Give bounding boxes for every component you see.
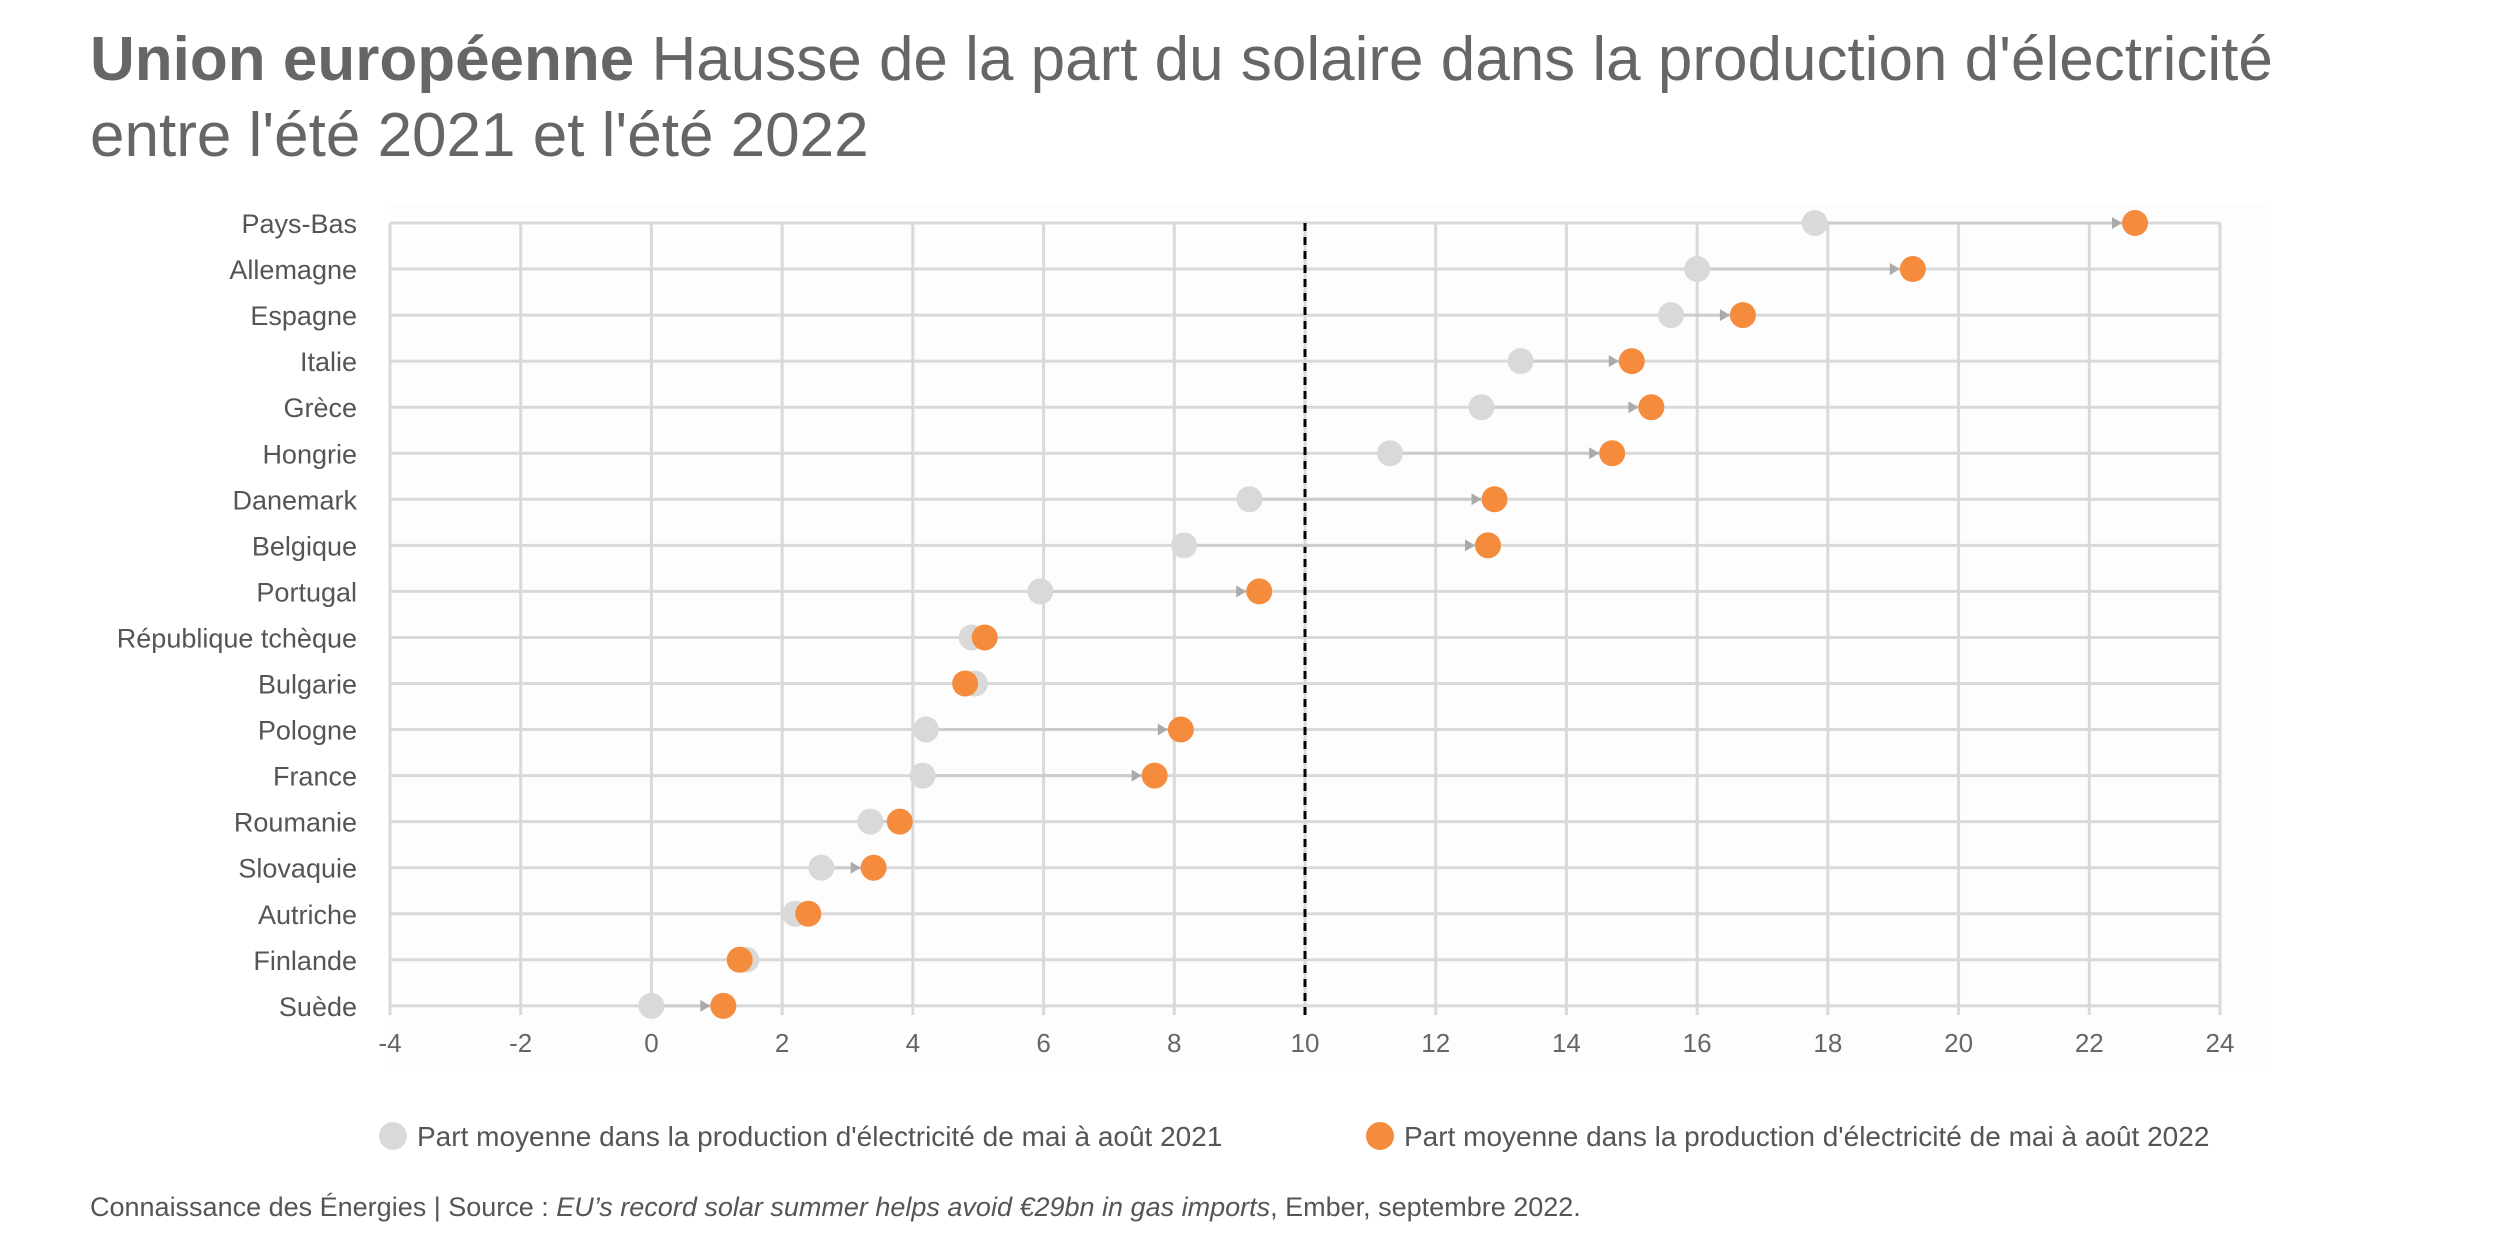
category-label: Suède xyxy=(279,992,357,1022)
connector-arrowhead xyxy=(850,861,861,874)
point-2022 xyxy=(1475,532,1501,559)
x-axis-ticks: -4 -2 0 2 4 6 8 10 12 14 16 18 20 22 24 xyxy=(378,1028,2234,1058)
x-tick-label: 22 xyxy=(2075,1028,2104,1058)
point-2022 xyxy=(2122,210,2149,236)
x-tick-label: 0 xyxy=(644,1028,658,1058)
point-2021 xyxy=(1658,302,1684,329)
point-2022 xyxy=(860,854,887,881)
point-2022 xyxy=(886,808,913,835)
legend-item-2022-label: Part moyenne dans la production d'électr… xyxy=(1404,1121,2209,1152)
point-2021 xyxy=(1684,256,1711,283)
point-2021 xyxy=(1171,532,1198,559)
dumbbell-chart: Pays-Bas Allemagne Espagne Italie Grèce Hongr… xyxy=(116,209,2235,1152)
point-2022 xyxy=(710,992,737,1019)
category-label: Roumanie xyxy=(234,808,357,838)
connector-arrowhead xyxy=(1465,539,1475,552)
point-2022 xyxy=(1167,716,1194,743)
point-2021 xyxy=(912,716,939,743)
point-2021 xyxy=(857,808,884,835)
point-2022 xyxy=(1899,256,1926,283)
category-label: Italie xyxy=(300,347,357,377)
x-tick-label: 4 xyxy=(906,1028,920,1058)
x-tick-label: 2 xyxy=(775,1028,789,1058)
connector-arrowhead xyxy=(700,999,711,1012)
point-2022 xyxy=(795,900,822,927)
source-prefix: Connaissance des Énergies | Source : xyxy=(90,1192,557,1222)
category-label: Slovaquie xyxy=(238,854,357,884)
point-2022 xyxy=(971,624,998,651)
point-2021 xyxy=(638,992,665,1019)
connector-arrowhead xyxy=(1608,355,1619,368)
connector-arrowhead xyxy=(1719,309,1730,322)
point-2021 xyxy=(1507,348,1534,375)
point-2021 xyxy=(808,854,835,881)
data-points xyxy=(638,210,2149,1019)
point-2022 xyxy=(1638,394,1665,421)
category-label: Autriche xyxy=(258,900,357,930)
point-2022 xyxy=(1618,348,1645,375)
x-tick-label: -4 xyxy=(378,1028,401,1058)
legend-item-2021-swatch xyxy=(379,1122,407,1150)
connector-arrowhead xyxy=(1236,585,1247,598)
point-2021 xyxy=(1376,440,1403,467)
point-2022 xyxy=(1599,440,1626,467)
connector-arrowhead xyxy=(1628,401,1639,414)
point-2021 xyxy=(1027,578,1054,605)
connector-arrowhead xyxy=(1471,493,1482,506)
point-2022 xyxy=(1141,762,1168,789)
connector-arrowhead xyxy=(1889,263,1900,276)
category-label: Belgique xyxy=(252,531,357,561)
category-label: Danemark xyxy=(232,485,357,515)
chart-title-region: Union européenne xyxy=(90,25,635,94)
connector-arrowhead xyxy=(1589,447,1600,460)
category-label: Hongrie xyxy=(262,439,357,469)
x-tick-label: 24 xyxy=(2206,1028,2235,1058)
point-2021 xyxy=(1468,394,1495,421)
point-2022 xyxy=(1246,578,1273,605)
category-label: Pologne xyxy=(258,716,357,746)
source-note: Connaissance des Énergies | Source : EU’… xyxy=(90,1192,1581,1223)
point-2022 xyxy=(726,946,753,973)
x-tick-label: 14 xyxy=(1552,1028,1581,1058)
category-label: Grèce xyxy=(283,393,357,423)
connector-arrowhead xyxy=(1157,723,1168,736)
legend-item-2022-swatch xyxy=(1366,1122,1394,1150)
chart-title: Union européenne Hausse de la part du so… xyxy=(90,22,2390,174)
x-tick-label: 10 xyxy=(1291,1028,1320,1058)
category-label: Portugal xyxy=(256,577,357,607)
x-tick-label: 18 xyxy=(1813,1028,1842,1058)
category-label: France xyxy=(273,762,357,792)
x-tick-label: 20 xyxy=(1944,1028,1973,1058)
point-2021 xyxy=(909,762,936,789)
category-label: Allemagne xyxy=(229,255,357,285)
category-labels: Pays-Bas Allemagne Espagne Italie Grèce Hongr… xyxy=(117,209,358,1022)
x-tick-label: 12 xyxy=(1421,1028,1450,1058)
category-label: République tchèque xyxy=(117,623,357,653)
x-tick-label: -2 xyxy=(509,1028,532,1058)
source-suffix: , Ember, septembre 2022. xyxy=(1270,1192,1581,1222)
point-2021 xyxy=(1236,486,1263,513)
point-2022 xyxy=(1481,486,1508,513)
point-2022 xyxy=(1729,302,1756,329)
source-article-title: EU’s record solar summer helps avoid €29… xyxy=(556,1192,1271,1222)
legend-item-2021-label: Part moyenne dans la production d'électr… xyxy=(417,1121,1222,1152)
category-label: Bulgarie xyxy=(258,670,357,700)
connector-arrowhead xyxy=(2112,217,2123,229)
chart-title-subject: Hausse de la part du solaire dans la pro… xyxy=(90,25,2273,170)
legend: Part moyenne dans la production d'électr… xyxy=(379,1121,2209,1152)
x-tick-label: 8 xyxy=(1167,1028,1181,1058)
x-tick-label: 16 xyxy=(1683,1028,1712,1058)
point-2022 xyxy=(952,670,979,697)
category-label: Pays-Bas xyxy=(241,209,357,239)
category-label: Espagne xyxy=(250,301,357,331)
category-label: Finlande xyxy=(253,946,357,976)
point-2021 xyxy=(1801,210,1828,236)
x-tick-label: 6 xyxy=(1036,1028,1050,1058)
connector-arrowhead xyxy=(1131,769,1142,782)
